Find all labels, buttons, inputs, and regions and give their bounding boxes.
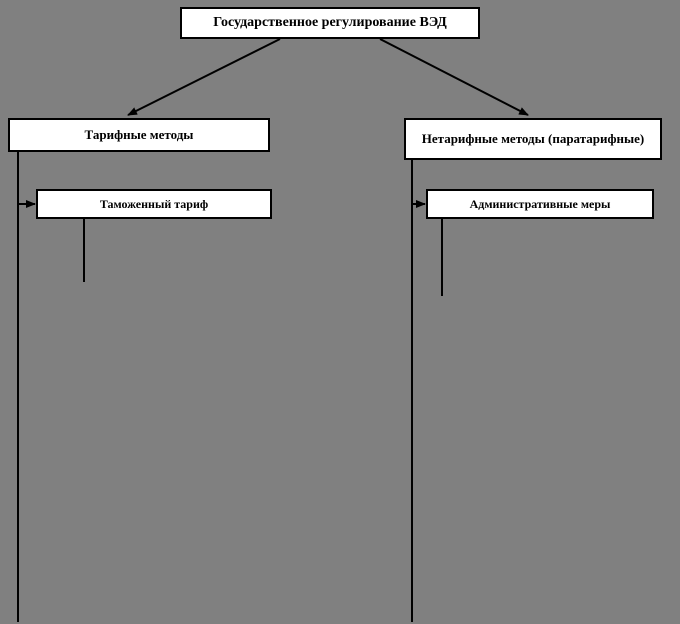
node-admin-measures-label: Административные меры <box>470 197 611 211</box>
diagram-edges <box>0 0 680 624</box>
node-admin-measures: Административные меры <box>426 189 654 219</box>
node-root: Государственное регулирование ВЭД <box>180 7 480 39</box>
diagram-canvas: Государственное регулирование ВЭД Тарифн… <box>0 0 680 624</box>
node-tariff-methods-label: Тарифные методы <box>85 127 194 143</box>
node-nontariff-methods-label: Нетарифные методы (паратарифные) <box>422 131 644 147</box>
node-customs-tariff: Таможенный тариф <box>36 189 272 219</box>
node-nontariff-methods: Нетарифные методы (паратарифные) <box>404 118 662 160</box>
node-customs-tariff-label: Таможенный тариф <box>100 197 208 211</box>
node-tariff-methods: Тарифные методы <box>8 118 270 152</box>
node-root-label: Государственное регулирование ВЭД <box>213 15 446 32</box>
